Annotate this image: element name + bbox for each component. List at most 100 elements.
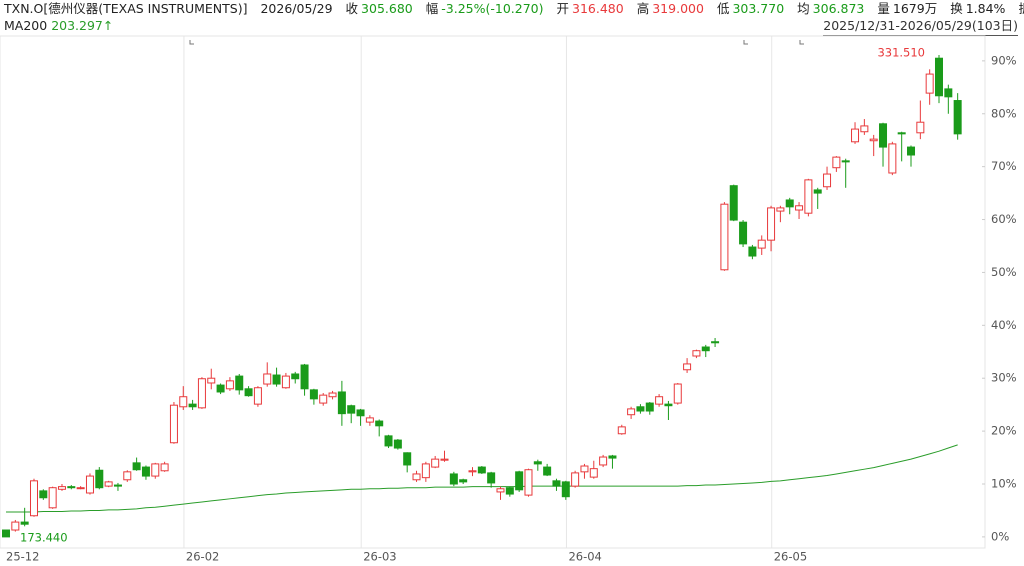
- candle-body: [207, 377, 216, 384]
- candle-body: [253, 387, 262, 405]
- stat-label: 量: [877, 1, 890, 16]
- stat-label: 换: [950, 1, 963, 16]
- candle-body: [57, 486, 66, 490]
- candle-body: [477, 466, 486, 474]
- candle-body: [384, 435, 393, 447]
- y-tick-label: 20%: [991, 424, 1017, 438]
- candle-body: [132, 462, 141, 471]
- candle-body: [449, 473, 458, 485]
- y-tick-label: 30%: [991, 371, 1017, 385]
- candle-body: [655, 396, 664, 405]
- candle-body: [711, 341, 720, 344]
- candle-body: [431, 458, 440, 468]
- candle-body: [225, 380, 234, 390]
- candle-body: [757, 239, 766, 249]
- candle-body: [421, 463, 430, 479]
- ma-value: 203.297↑: [51, 18, 114, 33]
- candle-body: [319, 394, 328, 404]
- candle-body: [916, 121, 925, 134]
- candle-body: [907, 146, 916, 156]
- candle-body: [953, 100, 962, 135]
- candle-body: [263, 373, 272, 385]
- stat-value: 1.84%: [965, 1, 1006, 16]
- candle-body: [487, 472, 496, 484]
- candle-body: [627, 408, 636, 416]
- candle-body: [235, 375, 244, 391]
- candle-body: [272, 374, 281, 385]
- y-tick-label: 40%: [991, 318, 1017, 332]
- candle-body: [85, 475, 94, 494]
- candle-body: [141, 466, 150, 477]
- candle-body: [113, 484, 122, 487]
- candle-body: [291, 373, 300, 380]
- candle-body: [739, 221, 748, 245]
- candle-body: [543, 466, 552, 476]
- annotation: 331.510: [877, 46, 925, 60]
- y-tick-label: 60%: [991, 212, 1017, 226]
- ma-line: [6, 444, 958, 513]
- candle-body: [701, 346, 710, 352]
- candle-body: [337, 391, 346, 415]
- candle-body: [897, 132, 906, 135]
- y-tick-label: 10%: [991, 477, 1017, 491]
- x-tick-label: 26-03: [363, 550, 396, 564]
- y-tick-label: 80%: [991, 106, 1017, 120]
- candle-body: [95, 469, 104, 489]
- candle-body: [533, 461, 542, 465]
- candle-body: [365, 417, 374, 423]
- stat-value: -3.25%(-10.270): [441, 1, 544, 16]
- candle-body: [39, 490, 48, 499]
- stat-value: 303.770: [732, 1, 785, 16]
- candle-body: [785, 199, 794, 208]
- stat-label: 低: [716, 1, 730, 16]
- stat-value: 316.480: [572, 1, 624, 16]
- ma-legend: MA200 203.297↑: [4, 17, 113, 35]
- candle-body: [664, 403, 673, 407]
- candle-body: [776, 207, 785, 212]
- candle-body: [300, 364, 309, 390]
- x-tick-label: 26-05: [774, 550, 807, 564]
- candle-body: [375, 420, 384, 427]
- candle-body: [197, 378, 206, 409]
- candle-body: [216, 384, 225, 393]
- candle-body: [813, 189, 822, 194]
- y-tick-label: 90%: [991, 53, 1017, 67]
- candle-body: [636, 406, 645, 412]
- ma-label: MA200: [4, 18, 48, 33]
- candle-body: [599, 456, 608, 466]
- marker: [189, 40, 804, 45]
- x-tick-label: 25-12: [6, 550, 39, 564]
- candle-body: [608, 455, 617, 459]
- candle-body: [515, 471, 524, 491]
- candle-body: [188, 403, 197, 408]
- stat-label: 高: [636, 1, 650, 16]
- candle-body: [888, 143, 897, 174]
- candle-body: [767, 207, 776, 241]
- candle-body: [393, 439, 402, 449]
- candle-body: [244, 388, 253, 397]
- candle-body: [123, 471, 132, 481]
- candle-body: [179, 396, 188, 408]
- candle-body: [869, 138, 878, 142]
- x-tick-label: 26-04: [568, 550, 601, 564]
- candle-body: [925, 73, 934, 94]
- candle-body: [935, 57, 943, 97]
- candle-body: [823, 173, 832, 188]
- candle-body: [309, 389, 318, 400]
- candle-body: [729, 185, 738, 221]
- candle-body: [76, 487, 85, 490]
- stat-label: 幅: [425, 1, 439, 16]
- candle-body: [795, 205, 804, 211]
- stat-label: 均: [797, 1, 810, 16]
- header: TXN.O[德州仪器(TEXAS INSTRUMENTS)] 2026/05/29…: [4, 0, 1024, 18]
- candle-body: [20, 521, 29, 525]
- candle-body: [841, 160, 850, 163]
- stat-value: 306.873: [812, 1, 865, 16]
- candle-body: [48, 487, 57, 509]
- candle-body: [104, 481, 113, 487]
- candle-body: [692, 350, 701, 357]
- candle-body: [496, 488, 505, 493]
- candle-body: [860, 125, 869, 133]
